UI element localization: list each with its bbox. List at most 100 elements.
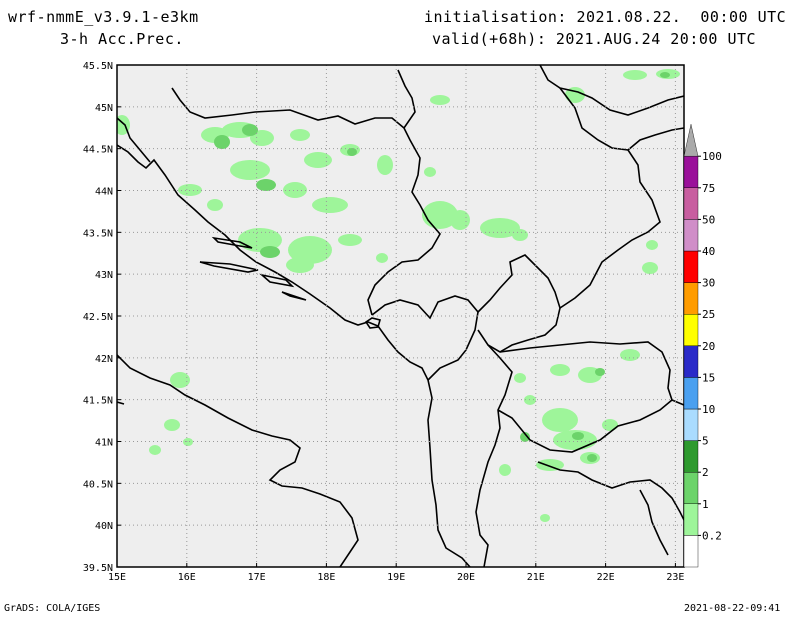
lon-tick-label: 17E (248, 572, 266, 583)
lat-tick-label: 41.5N (83, 396, 113, 407)
border-kosovo (477, 254, 561, 353)
colorbar-segment (683, 377, 699, 410)
colorbar-label: 20 (702, 340, 715, 353)
colorbar-label: 10 (702, 403, 715, 416)
colorbar-segment (683, 472, 699, 505)
colorbar-label: 0.2 (702, 529, 722, 542)
precip-area (347, 148, 357, 156)
precip-area (623, 70, 647, 80)
lon-tick-label: 15E (108, 572, 126, 583)
lat-tick-label: 42N (95, 354, 113, 365)
precip-area (512, 229, 528, 241)
init-time: initialisation: 2021.08.22. 00:00 UTC (424, 8, 787, 26)
colorbar-label: 1 (702, 498, 709, 511)
precip-area (572, 432, 584, 440)
colorbar-segment (683, 440, 699, 473)
precip-area (288, 236, 332, 264)
colorbar-label: 15 (702, 371, 715, 384)
border-romania (539, 65, 684, 116)
lon-axis: 15E 16E 17E 18E 19E 20E 21E 22E 23E (108, 563, 684, 583)
precip-area (230, 160, 270, 180)
colorbar-segment (683, 345, 699, 378)
lon-tick-label: 18E (317, 572, 335, 583)
precip-area (480, 218, 520, 238)
lat-tick-label: 44.5N (83, 145, 113, 156)
precip-area (242, 124, 258, 136)
border-bulgaria (559, 127, 684, 309)
italy-coast (117, 354, 359, 567)
coastlines-borders (117, 65, 684, 567)
precip-area (642, 262, 658, 274)
precip-area (450, 210, 470, 230)
island-3 (259, 273, 295, 288)
colorbar-label: 5 (702, 435, 709, 448)
grid-lines (117, 65, 684, 567)
precip-area (422, 201, 458, 229)
precip-area (620, 349, 640, 361)
colorbar-segment (683, 187, 699, 220)
lat-tick-label: 40N (95, 521, 113, 532)
precip-area (553, 430, 597, 450)
precip-area (250, 130, 274, 146)
border-albania (475, 344, 513, 567)
lon-tick-label: 23E (666, 572, 684, 583)
precip-area (338, 234, 362, 246)
precip-area (170, 372, 190, 388)
lat-tick-label: 45N (95, 103, 113, 114)
precip-area (164, 419, 180, 431)
precip-area (304, 152, 332, 168)
border-serbia-east (559, 87, 629, 151)
precip-area (256, 179, 276, 191)
lon-tick-label: 21E (527, 572, 545, 583)
precip-area (312, 197, 348, 213)
precip-area (286, 257, 314, 273)
precip-area (149, 445, 161, 455)
lat-tick-label: 40.5N (83, 479, 113, 490)
island-1 (211, 236, 253, 249)
colorbar-segment (683, 282, 699, 315)
colorbar-segment (683, 250, 699, 283)
lat-tick-label: 39.5N (83, 563, 113, 574)
border-montenegro (371, 295, 479, 381)
lat-tick-label: 41N (95, 438, 113, 449)
colorbar-label: 40 (702, 245, 715, 258)
precip-area (424, 167, 436, 177)
model-title: wrf-nmmE_v3.9.1-e3km (8, 8, 199, 26)
valid-time: valid(+68h): 2021.AUG.24 20:00 UTC (432, 30, 757, 48)
lon-tick-label: 22E (597, 572, 615, 583)
colorbar-segment (683, 408, 699, 441)
colorbar-segment (683, 155, 699, 188)
colorbar-segment (683, 535, 699, 568)
footer-timestamp: 2021-08-22-09:41 (684, 603, 781, 614)
precip-area (540, 514, 550, 522)
precip-area (542, 408, 578, 432)
precip-area (290, 129, 310, 141)
colorbar-top-arrow (683, 124, 699, 157)
colorbar-segment (683, 219, 699, 252)
precip-area (183, 438, 193, 446)
border-north-1 (171, 69, 416, 130)
lat-tick-label: 43N (95, 270, 113, 281)
colorbar-label: 75 (702, 182, 715, 195)
lon-tick-label: 16E (178, 572, 196, 583)
precip-area (260, 246, 280, 258)
precip-area (536, 459, 564, 471)
precip-area (520, 432, 530, 442)
istria-coast (117, 117, 151, 163)
precip-area (283, 182, 307, 198)
lat-tick-label: 42.5N (83, 312, 113, 323)
border-macedonia (499, 341, 684, 406)
lat-tick-label: 44N (95, 187, 113, 198)
precip-area (499, 464, 511, 476)
border-greece (497, 399, 673, 453)
precip-area (377, 155, 393, 175)
precip-area (595, 368, 605, 376)
border-bosnia-east (367, 127, 441, 316)
precip-area (550, 364, 570, 376)
colorbar-label: 2 (702, 466, 709, 479)
colorbar-label: 50 (702, 213, 715, 226)
colorbar-label: 25 (702, 308, 715, 321)
greece-coast-2 (639, 489, 669, 556)
